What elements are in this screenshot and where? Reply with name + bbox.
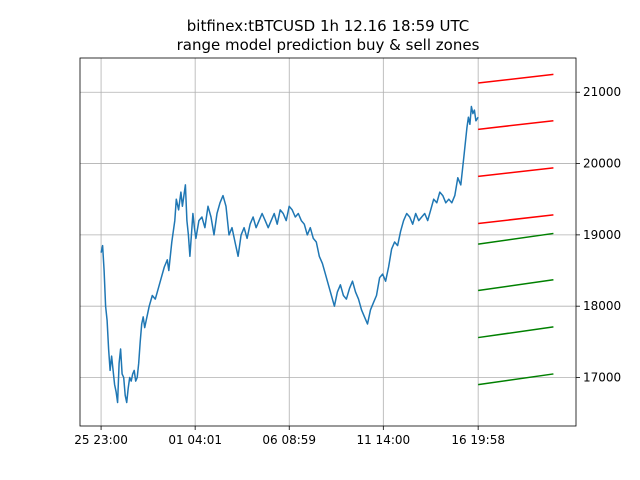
grid [80,58,576,426]
prediction-zones [478,73,554,386]
price-series-line [100,105,479,404]
x-tick-label: 25 23:00 [74,433,128,447]
x-tick-label: 01 04:01 [168,433,222,447]
x-tick-label: 11 14:00 [356,433,410,447]
y-tick-label: 20000 [583,157,621,171]
buy-zone-line [478,232,554,245]
chart-title: bitfinex:tBTCUSD 1h 12.16 18:59 UTC [187,17,469,35]
buy-zone-line [478,326,554,339]
sell-zone-line [478,167,554,178]
x-tick-label: 16 19:58 [451,433,505,447]
y-tick-label: 21000 [583,85,621,99]
x-tick-label: 06 08:59 [262,433,316,447]
buy-zone-line [478,279,554,292]
y-axis: 17000 18000 19000 20000 21000 [576,85,621,385]
buy-zone-line [478,373,554,386]
sell-zone-line [478,73,554,84]
y-tick-label: 18000 [583,299,621,313]
plot-frame [79,57,577,427]
sell-zone-line [478,120,554,131]
x-axis: 25 23:00 01 04:01 06 08:59 11 14:00 16 19:58 [74,426,505,447]
sell-zone-line [478,214,554,225]
y-tick-label: 19000 [583,228,621,242]
chart-subtitle: range model prediction buy & sell zones [177,36,480,54]
y-tick-label: 17000 [583,371,621,385]
